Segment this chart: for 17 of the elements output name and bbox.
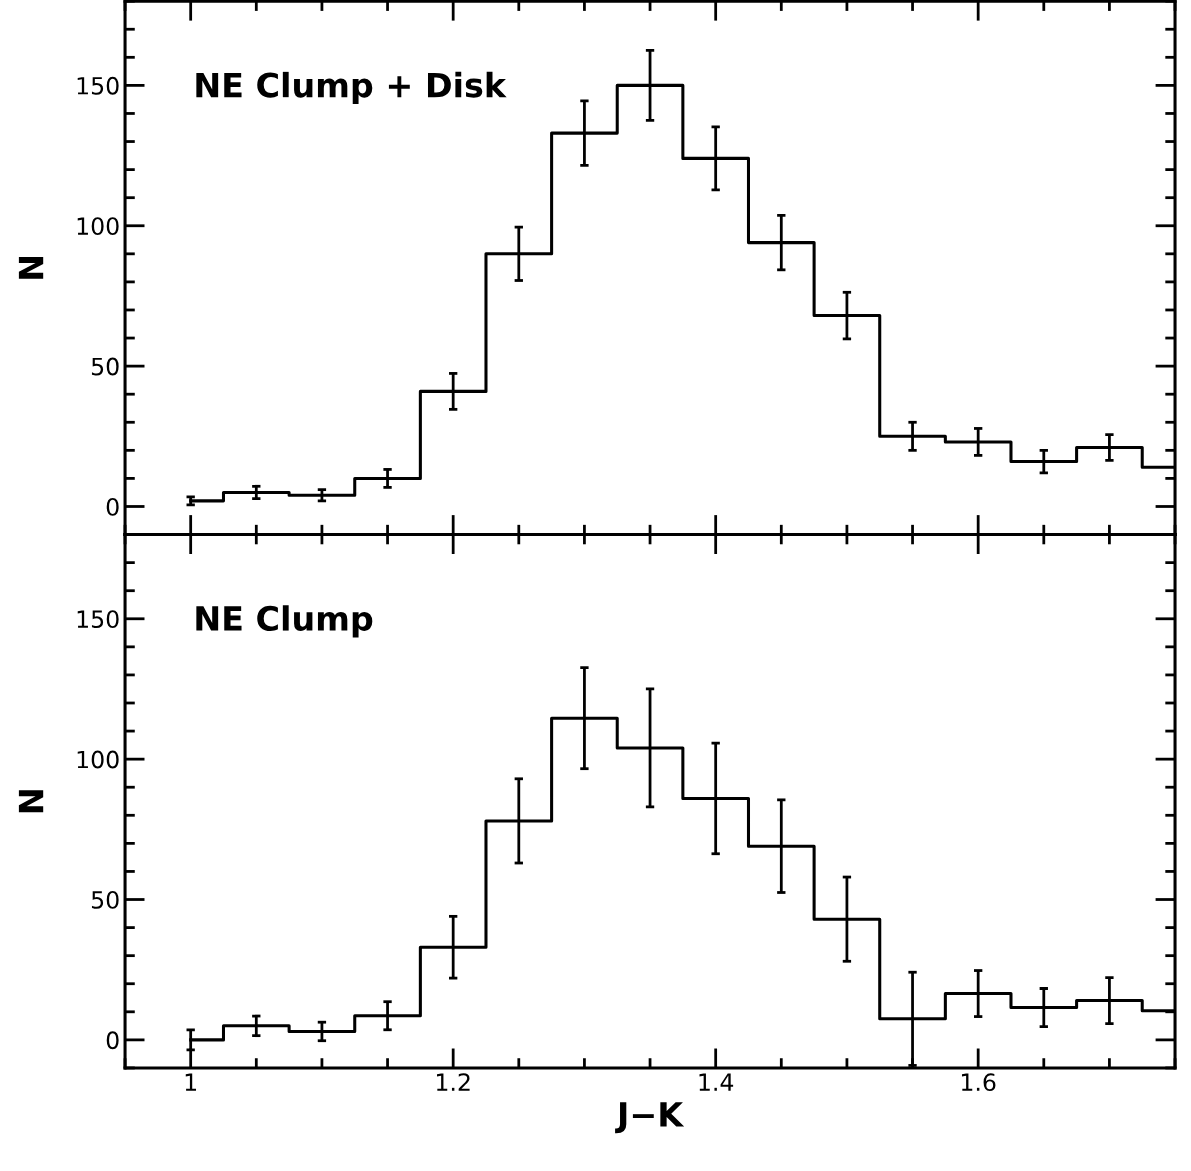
y-tick-label: 0 <box>106 1031 119 1050</box>
y-tick-label: 0 <box>106 497 119 516</box>
x-tick-label: 1.6 <box>961 1073 996 1092</box>
x-tick-label: 1 <box>185 1073 197 1091</box>
x-axis-title: J−K <box>615 1102 685 1134</box>
y-tick-label: 150 <box>77 76 119 95</box>
y-axis-title: N <box>18 790 44 813</box>
y-tick-label: 50 <box>91 357 119 376</box>
y-tick-label: 100 <box>77 750 119 769</box>
annotation: NE Clump + Disk <box>196 71 507 105</box>
y-tick-label: 50 <box>91 890 119 909</box>
annotation: NE Clump <box>196 605 373 638</box>
y-axis-title: N <box>18 256 44 279</box>
y-tick-label: 150 <box>77 610 119 629</box>
x-tick-label: 1.4 <box>699 1073 734 1091</box>
x-tick-label: 1.2 <box>436 1073 470 1091</box>
y-tick-label: 100 <box>77 217 119 236</box>
